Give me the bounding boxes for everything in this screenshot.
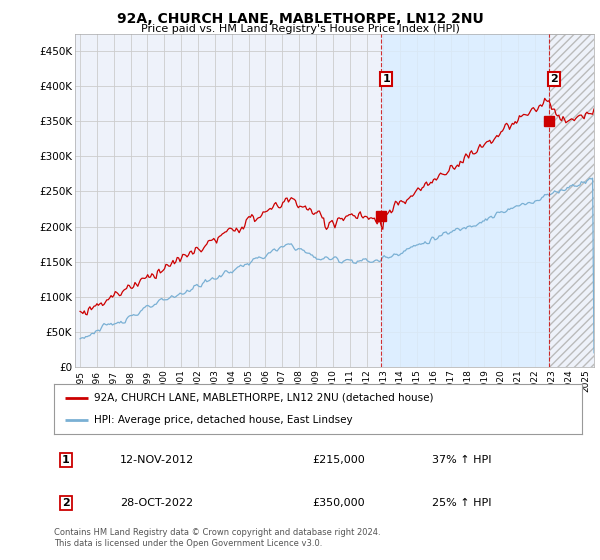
Text: 25% ↑ HPI: 25% ↑ HPI (432, 498, 491, 508)
Text: Contains HM Land Registry data © Crown copyright and database right 2024.
This d: Contains HM Land Registry data © Crown c… (54, 528, 380, 548)
Text: 37% ↑ HPI: 37% ↑ HPI (432, 455, 491, 465)
Bar (381, 34, 549, 367)
Text: 2: 2 (62, 498, 70, 508)
Text: 28-OCT-2022: 28-OCT-2022 (120, 498, 193, 508)
Text: HPI: Average price, detached house, East Lindsey: HPI: Average price, detached house, East… (94, 416, 352, 426)
Text: 1: 1 (62, 455, 70, 465)
Text: £215,000: £215,000 (312, 455, 365, 465)
Bar (381, 34, 549, 367)
Text: Price paid vs. HM Land Registry's House Price Index (HPI): Price paid vs. HM Land Registry's House … (140, 24, 460, 34)
Text: 12-NOV-2012: 12-NOV-2012 (120, 455, 194, 465)
Text: £350,000: £350,000 (312, 498, 365, 508)
Text: 92A, CHURCH LANE, MABLETHORPE, LN12 2NU: 92A, CHURCH LANE, MABLETHORPE, LN12 2NU (116, 12, 484, 26)
Text: 1: 1 (382, 74, 390, 84)
Text: 2: 2 (550, 74, 558, 84)
Bar (549, 34, 600, 367)
Bar (549, 34, 594, 367)
Text: 92A, CHURCH LANE, MABLETHORPE, LN12 2NU (detached house): 92A, CHURCH LANE, MABLETHORPE, LN12 2NU … (94, 393, 433, 403)
